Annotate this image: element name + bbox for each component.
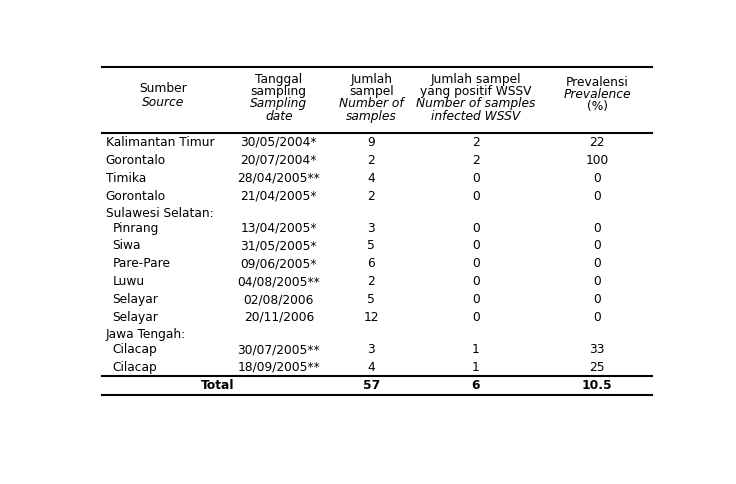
Text: sampel: sampel (349, 85, 394, 98)
Text: 33: 33 (590, 343, 605, 356)
Text: Siwa: Siwa (113, 240, 141, 253)
Text: 30/05/2004*: 30/05/2004* (241, 136, 317, 149)
Text: 20/11/2006: 20/11/2006 (244, 311, 314, 324)
Text: 0: 0 (472, 240, 479, 253)
Text: Sampling: Sampling (250, 97, 308, 110)
Text: 2: 2 (367, 275, 375, 288)
Text: Jawa Tengah:: Jawa Tengah: (106, 328, 185, 341)
Text: Pare-Pare: Pare-Pare (113, 257, 171, 271)
Text: 1: 1 (472, 343, 479, 356)
Text: Cilacap: Cilacap (113, 361, 158, 374)
Text: 22: 22 (590, 136, 605, 149)
Text: Number of samples: Number of samples (416, 97, 535, 110)
Text: 04/08/2005**: 04/08/2005** (238, 275, 320, 288)
Text: Prevalence: Prevalence (563, 88, 631, 101)
Text: 100: 100 (586, 154, 609, 166)
Text: Sulawesi Selatan:: Sulawesi Selatan: (106, 207, 213, 220)
Text: 0: 0 (593, 240, 601, 253)
Text: date: date (265, 109, 292, 122)
Text: 10.5: 10.5 (582, 379, 612, 392)
Text: Luwu: Luwu (113, 275, 145, 288)
Text: 09/06/2005*: 09/06/2005* (241, 257, 317, 271)
Text: 0: 0 (593, 257, 601, 271)
Text: 30/07/2005**: 30/07/2005** (238, 343, 320, 356)
Text: Source: Source (142, 96, 185, 109)
Text: 0: 0 (593, 275, 601, 288)
Text: 20/07/2004*: 20/07/2004* (241, 154, 317, 166)
Text: Timika: Timika (106, 172, 146, 184)
Text: 0: 0 (472, 172, 479, 184)
Text: 2: 2 (367, 154, 375, 166)
Text: 2: 2 (472, 154, 479, 166)
Text: (%): (%) (587, 100, 608, 113)
Text: 25: 25 (590, 361, 605, 374)
Text: 0: 0 (472, 311, 479, 324)
Text: 5: 5 (367, 293, 375, 306)
Text: 0: 0 (472, 190, 479, 202)
Text: 6: 6 (367, 257, 375, 271)
Text: 57: 57 (363, 379, 380, 392)
Text: Jumlah sampel: Jumlah sampel (431, 73, 521, 86)
Text: Kalimantan Timur: Kalimantan Timur (106, 136, 214, 149)
Text: 6: 6 (471, 379, 480, 392)
Text: samples: samples (346, 109, 397, 122)
Text: 12: 12 (364, 311, 379, 324)
Text: yang positif WSSV: yang positif WSSV (420, 85, 531, 98)
Text: Jumlah: Jumlah (350, 73, 392, 86)
Text: 0: 0 (593, 222, 601, 235)
Text: 02/08/2006: 02/08/2006 (244, 293, 314, 306)
Text: 3: 3 (367, 343, 375, 356)
Text: 31/05/2005*: 31/05/2005* (241, 240, 317, 253)
Text: 5: 5 (367, 240, 375, 253)
Text: 0: 0 (472, 275, 479, 288)
Text: 1: 1 (472, 361, 479, 374)
Text: Number of: Number of (339, 97, 403, 110)
Text: Cilacap: Cilacap (113, 343, 158, 356)
Text: Total: Total (201, 379, 235, 392)
Text: 9: 9 (367, 136, 375, 149)
Text: 4: 4 (367, 361, 375, 374)
Text: 0: 0 (593, 293, 601, 306)
Text: Selayar: Selayar (113, 311, 158, 324)
Text: sampling: sampling (251, 85, 307, 98)
Text: 3: 3 (367, 222, 375, 235)
Text: 13/04/2005*: 13/04/2005* (241, 222, 317, 235)
Text: Tanggal: Tanggal (255, 73, 302, 86)
Text: Sumber: Sumber (139, 82, 187, 95)
Text: 0: 0 (472, 293, 479, 306)
Text: 18/09/2005**: 18/09/2005** (238, 361, 320, 374)
Text: Pinrang: Pinrang (113, 222, 159, 235)
Text: 0: 0 (472, 257, 479, 271)
Text: 0: 0 (472, 222, 479, 235)
Text: Gorontalo: Gorontalo (106, 154, 166, 166)
Text: 21/04/2005*: 21/04/2005* (241, 190, 317, 202)
Text: infected WSSV: infected WSSV (431, 109, 520, 122)
Text: 0: 0 (593, 311, 601, 324)
Text: 2: 2 (367, 190, 375, 202)
Text: Selayar: Selayar (113, 293, 158, 306)
Text: 0: 0 (593, 172, 601, 184)
Text: 2: 2 (472, 136, 479, 149)
Text: Gorontalo: Gorontalo (106, 190, 166, 202)
Text: 28/04/2005**: 28/04/2005** (238, 172, 320, 184)
Text: 4: 4 (367, 172, 375, 184)
Text: Prevalensi: Prevalensi (566, 76, 629, 89)
Text: 0: 0 (593, 190, 601, 202)
